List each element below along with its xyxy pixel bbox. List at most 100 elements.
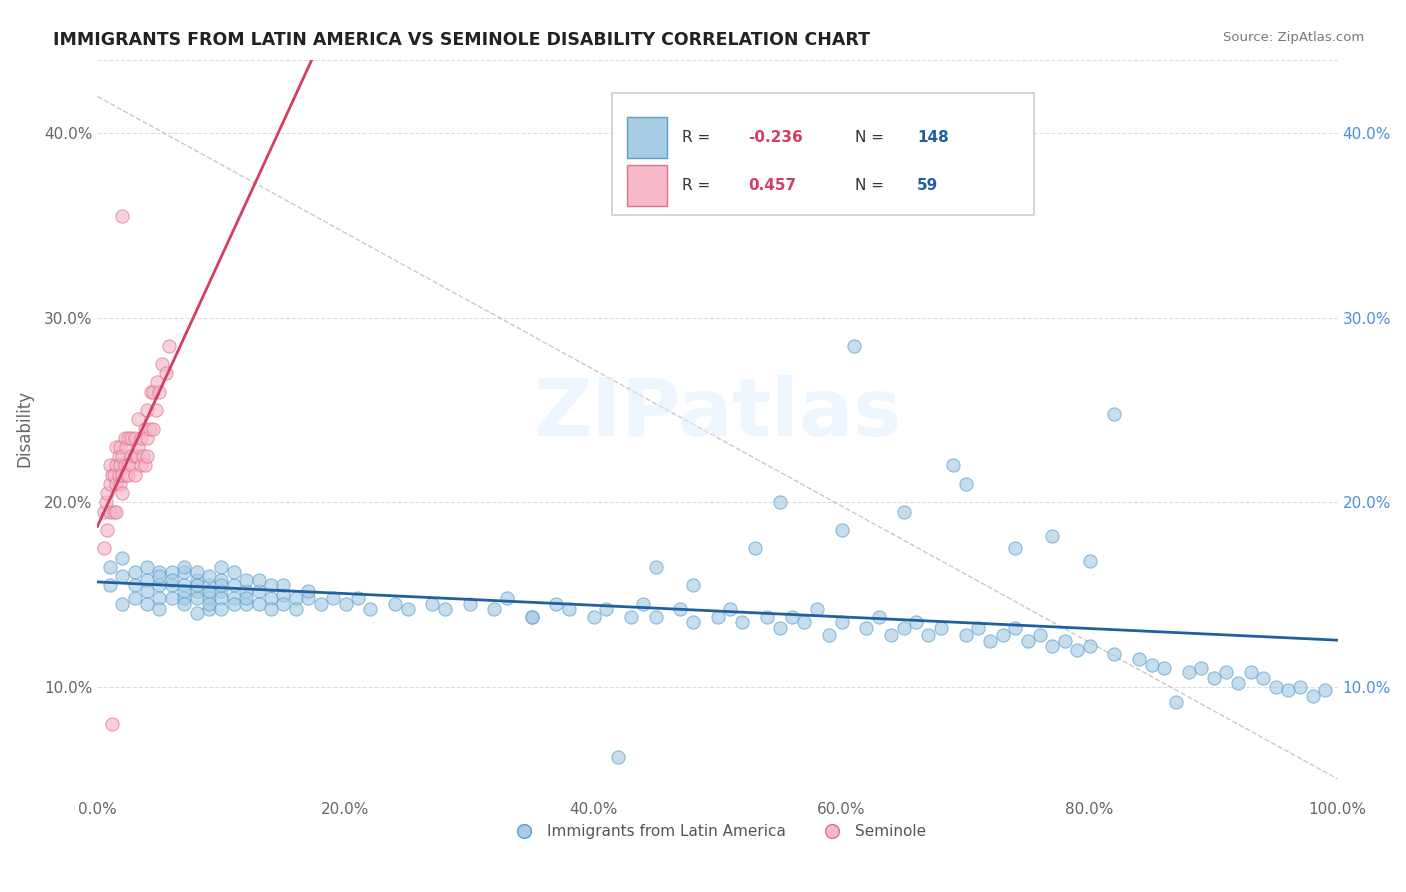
Point bbox=[198, 602, 221, 616]
Y-axis label: Disability: Disability bbox=[15, 390, 32, 467]
Point bbox=[955, 476, 977, 491]
Point bbox=[117, 467, 139, 482]
Point bbox=[1078, 554, 1101, 568]
Point bbox=[148, 602, 170, 616]
Point bbox=[955, 628, 977, 642]
Point bbox=[868, 609, 890, 624]
Point bbox=[484, 602, 506, 616]
Point bbox=[273, 578, 295, 592]
Point bbox=[284, 602, 307, 616]
Text: 148: 148 bbox=[917, 129, 949, 145]
Point bbox=[111, 486, 134, 500]
Point bbox=[1302, 689, 1324, 703]
Point bbox=[148, 569, 170, 583]
Point bbox=[117, 431, 139, 445]
Point bbox=[780, 609, 803, 624]
Point bbox=[114, 431, 136, 445]
Point bbox=[160, 573, 183, 587]
Point bbox=[744, 541, 766, 556]
Point bbox=[96, 495, 118, 509]
Point bbox=[107, 449, 129, 463]
Point bbox=[706, 609, 728, 624]
Point bbox=[103, 504, 125, 518]
Point bbox=[129, 431, 152, 445]
Point bbox=[718, 602, 741, 616]
Point bbox=[96, 523, 118, 537]
Point bbox=[1166, 694, 1188, 708]
Point bbox=[148, 578, 170, 592]
Point bbox=[222, 591, 245, 606]
Point bbox=[1178, 665, 1201, 679]
Point bbox=[93, 541, 115, 556]
Point bbox=[420, 597, 443, 611]
Point bbox=[136, 403, 159, 417]
Text: 0.457: 0.457 bbox=[748, 178, 797, 193]
Point bbox=[979, 633, 1001, 648]
Point bbox=[520, 609, 543, 624]
Point bbox=[98, 458, 121, 473]
Point bbox=[120, 431, 142, 445]
Point bbox=[669, 602, 692, 616]
Point bbox=[160, 566, 183, 580]
FancyBboxPatch shape bbox=[627, 165, 666, 206]
Point bbox=[942, 458, 965, 473]
Point bbox=[115, 467, 138, 482]
Point bbox=[793, 615, 815, 630]
Point bbox=[1104, 407, 1126, 421]
Point bbox=[359, 602, 381, 616]
Point bbox=[145, 403, 167, 417]
FancyBboxPatch shape bbox=[627, 117, 666, 158]
Point bbox=[142, 421, 165, 435]
Point bbox=[222, 566, 245, 580]
Point bbox=[111, 210, 134, 224]
Point bbox=[1078, 639, 1101, 653]
Point bbox=[115, 440, 138, 454]
Point bbox=[893, 621, 915, 635]
Point bbox=[124, 431, 146, 445]
Point bbox=[186, 606, 208, 620]
Point bbox=[101, 467, 124, 482]
Point bbox=[105, 504, 128, 518]
Point bbox=[917, 628, 939, 642]
Point bbox=[211, 560, 233, 574]
Point bbox=[1140, 657, 1163, 672]
Point bbox=[222, 578, 245, 592]
Point bbox=[396, 602, 419, 616]
Point bbox=[132, 449, 155, 463]
Point bbox=[98, 578, 121, 592]
Point bbox=[124, 467, 146, 482]
Point bbox=[682, 578, 704, 592]
Point bbox=[991, 628, 1014, 642]
Point bbox=[273, 597, 295, 611]
Point bbox=[198, 578, 221, 592]
Point bbox=[831, 615, 853, 630]
Point bbox=[855, 621, 877, 635]
Point bbox=[127, 449, 149, 463]
Point bbox=[1202, 671, 1225, 685]
Point bbox=[198, 591, 221, 606]
Point bbox=[93, 504, 115, 518]
Point bbox=[150, 357, 173, 371]
Point bbox=[211, 591, 233, 606]
Point bbox=[682, 615, 704, 630]
Point bbox=[173, 560, 195, 574]
Text: -0.236: -0.236 bbox=[748, 129, 803, 145]
Point bbox=[595, 602, 617, 616]
Point bbox=[173, 578, 195, 592]
Point bbox=[148, 591, 170, 606]
Point bbox=[134, 421, 156, 435]
Point bbox=[138, 421, 160, 435]
Point bbox=[211, 583, 233, 598]
Point bbox=[335, 597, 357, 611]
Point bbox=[108, 476, 131, 491]
Text: IMMIGRANTS FROM LATIN AMERICA VS SEMINOLE DISABILITY CORRELATION CHART: IMMIGRANTS FROM LATIN AMERICA VS SEMINOL… bbox=[53, 31, 870, 49]
Point bbox=[495, 591, 517, 606]
Point bbox=[146, 376, 169, 390]
Point bbox=[105, 458, 128, 473]
Point bbox=[582, 609, 605, 624]
Point bbox=[768, 621, 790, 635]
Point bbox=[558, 602, 581, 616]
Point bbox=[1227, 676, 1250, 690]
Point bbox=[173, 591, 195, 606]
Point bbox=[309, 597, 332, 611]
